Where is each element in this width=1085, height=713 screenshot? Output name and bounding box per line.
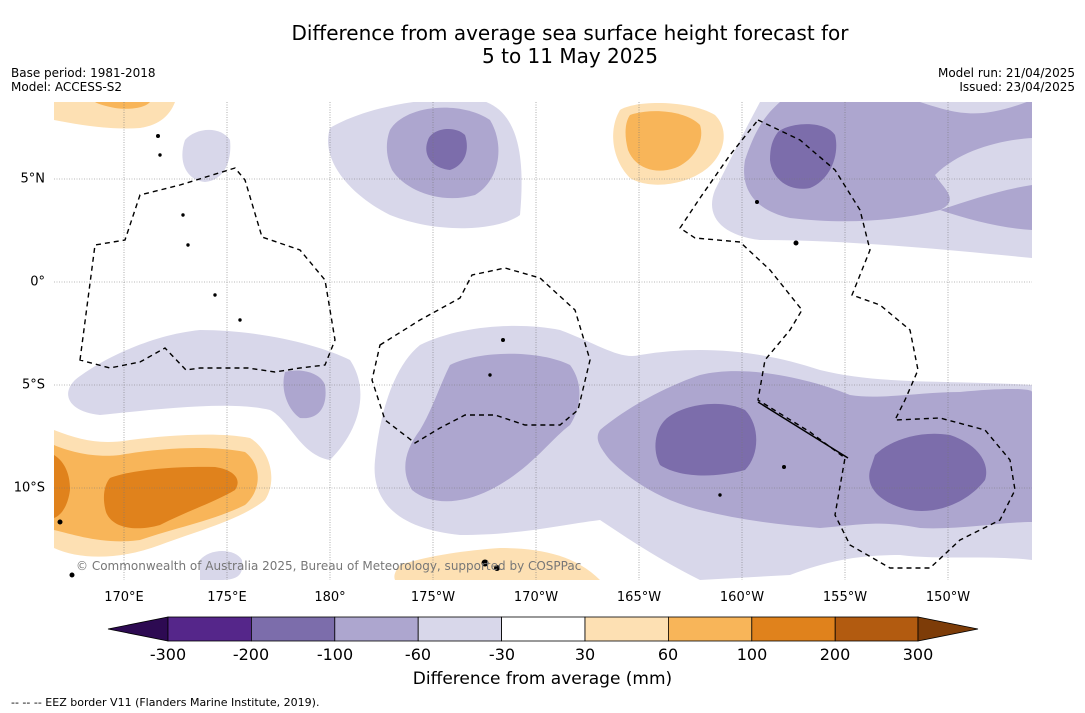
anomaly-medium-purple: [405, 353, 580, 502]
colorbar-tick: 200: [819, 645, 851, 664]
island: [494, 565, 500, 571]
eez-footnote: -- -- -- EEZ border V11 (Flanders Marine…: [11, 696, 320, 709]
island: [158, 153, 162, 157]
colorbar-extend-low: [107, 616, 169, 642]
colorbar-segment: [501, 616, 586, 642]
meta-left: Base period: 1981-2018 Model: ACCESS-S2: [11, 66, 156, 94]
lon-label-170e: 170°E: [104, 590, 144, 605]
colorbar-segment: [250, 616, 336, 642]
colorbar-title: Difference from average (mm): [412, 669, 673, 689]
maritime-boundary: [757, 401, 849, 459]
lon-label-155w: 155°W: [822, 590, 868, 605]
colorbar-tick: 100: [736, 645, 768, 664]
colorbar-tick: -60: [404, 645, 432, 664]
anomaly-dark-purple: [770, 124, 837, 189]
lon-label-170w: 170°W: [513, 590, 559, 605]
anomaly-medium-purple: [940, 185, 1032, 230]
meta-right: Model run: 21/04/2025 Issued: 23/04/2025: [938, 66, 1075, 94]
colorbar: [107, 616, 979, 642]
anomaly-dark-orange: [103, 466, 238, 529]
island: [238, 318, 242, 322]
colorbar-extend-high: [917, 616, 979, 642]
colorbar-segment: [417, 616, 503, 642]
colorbar-tick: -200: [232, 645, 270, 664]
anomaly-light-purple: [182, 129, 231, 182]
colorbar-segment: [668, 616, 753, 642]
island: [156, 134, 160, 138]
anomaly-medium-orange: [95, 102, 150, 109]
lat-label-5n: 5°N: [20, 171, 46, 187]
island: [718, 493, 722, 497]
colorbar-tick: -300: [149, 645, 187, 664]
islands: [57, 134, 799, 578]
colorbar-tick: -30: [488, 645, 516, 664]
colorbar-segment: [167, 616, 252, 642]
lon-label-175e: 175°E: [207, 590, 247, 605]
lat-label-10s: 10°S: [13, 480, 45, 496]
island: [69, 572, 75, 578]
colorbar-tick: 30: [574, 645, 596, 664]
island: [181, 213, 185, 217]
island: [793, 240, 799, 246]
colorbar-tick: -100: [316, 645, 354, 664]
anomaly-medium-orange: [625, 111, 702, 171]
model-name: Model: ACCESS-S2: [11, 80, 123, 94]
lat-label-5s: 5°S: [21, 377, 45, 393]
lon-label-160w: 160°W: [719, 590, 765, 605]
island: [481, 559, 489, 567]
island: [213, 293, 217, 297]
model-run: Model run: 21/04/2025: [937, 66, 1075, 80]
colorbar-tick: 60: [657, 645, 679, 664]
lon-label-150w: 150°W: [925, 590, 971, 605]
eez-borders: [79, 119, 1016, 569]
anomaly-light-orange: [54, 102, 175, 129]
eez-border: [679, 119, 1016, 569]
colorbar-segment: [751, 616, 836, 642]
title-line-1: Difference from average sea surface heig…: [291, 21, 849, 45]
anomaly-dark-purple: [655, 403, 757, 476]
anomaly-dark-orange: [54, 455, 70, 518]
lon-label-175w: 175°W: [410, 590, 456, 605]
colorbar-segment: [834, 616, 919, 642]
title-line-2: 5 to 11 May 2025: [482, 44, 658, 68]
eez-border: [371, 267, 591, 444]
graticule: [54, 102, 1032, 580]
eez-border: [79, 167, 336, 373]
lon-label-165w: 165°W: [616, 590, 662, 605]
anomaly-light-purple: [200, 551, 243, 580]
island: [501, 338, 505, 342]
colorbar-segment: [334, 616, 419, 642]
island: [782, 465, 786, 469]
lat-label-0: 0°: [30, 274, 45, 290]
island: [186, 243, 190, 247]
anomaly-dark-purple: [426, 128, 467, 170]
island: [755, 200, 759, 204]
lon-label-180: 180°: [314, 590, 346, 605]
base-period: Base period: 1981-2018: [11, 66, 156, 80]
colorbar-tick: 300: [902, 645, 934, 664]
colorbar-segment: [584, 616, 669, 642]
anomaly-medium-purple: [283, 370, 326, 419]
anomaly-light-orange: [394, 548, 600, 580]
island: [488, 373, 492, 377]
issued-date: Issued: 23/04/2025: [959, 80, 1075, 94]
copyright-notice: © Commonwealth of Australia 2025, Bureau…: [76, 559, 582, 573]
island: [57, 519, 63, 525]
anomaly-light-purple: [68, 330, 361, 460]
contour-field: [54, 102, 1032, 580]
anomaly-dark-purple: [869, 433, 987, 511]
